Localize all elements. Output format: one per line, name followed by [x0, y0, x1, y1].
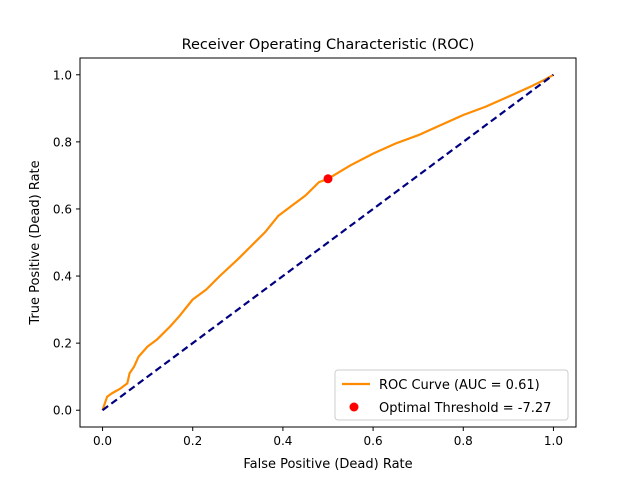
plot-area: 0.0 0.2 0.4 0.6 0.8 1.0 0.0 0.2 0.4 0.6 0.8 1.0: [53, 57, 577, 448]
legend-roc-label: ROC Curve (AUC = 0.61): [379, 378, 540, 393]
chance-diagonal-line: [101, 73, 555, 412]
legend-frame: [334, 369, 569, 421]
y-tick-label: 1.0: [53, 68, 72, 82]
y-tick-label: 0.8: [53, 135, 72, 149]
legend-threshold-swatch: [349, 402, 359, 412]
x-tick-label: 0.0: [93, 434, 112, 448]
roc-curve-line: [101, 73, 555, 411]
x-tick-label: 0.6: [364, 434, 383, 448]
legend-threshold-label: Optimal Threshold = -7.27: [379, 401, 551, 416]
ticks-layer: 0.0 0.2 0.4 0.6 0.8 1.0 0.0 0.2 0.4 0.6 0.8 1.0: [53, 68, 563, 448]
y-axis-label: True Positive (Dead) Rate: [28, 160, 43, 325]
y-tick-label: 0.6: [53, 202, 72, 216]
axes-frame: [79, 57, 577, 428]
y-tick-label: 0.4: [53, 270, 72, 284]
x-tick-label: 0.4: [273, 434, 292, 448]
optimal-threshold-point: [323, 174, 333, 184]
x-axis-label: False Positive (Dead) Rate: [243, 457, 412, 472]
series-layer: [101, 73, 555, 412]
chart-title: Receiver Operating Characteristic (ROC): [182, 37, 475, 53]
y-tick-label: 0.0: [53, 404, 72, 418]
legend: ROC Curve (AUC = 0.61) Optimal Threshold…: [334, 369, 569, 421]
x-tick-label: 0.2: [183, 434, 202, 448]
x-tick-label: 1.0: [544, 434, 563, 448]
y-tick-label: 0.2: [53, 337, 72, 351]
x-tick-label: 0.8: [454, 434, 473, 448]
